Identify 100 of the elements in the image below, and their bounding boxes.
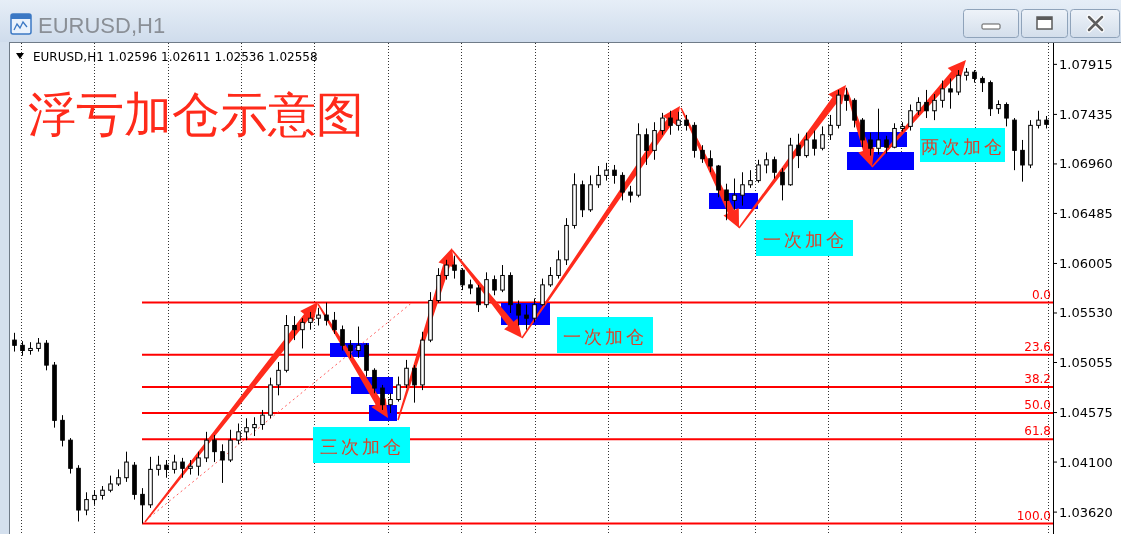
annotation: 三次加仓 <box>319 435 404 457</box>
candlestick <box>532 297 537 323</box>
candlestick <box>404 359 409 389</box>
candlestick <box>772 156 777 180</box>
candlestick <box>244 417 249 441</box>
candlestick <box>724 183 729 221</box>
candlestick <box>804 132 809 159</box>
candlestick <box>764 151 769 174</box>
candlestick <box>956 69 961 96</box>
annotation: 一次加仓 <box>563 325 647 347</box>
candlestick <box>660 112 665 136</box>
candlestick <box>500 264 505 293</box>
candlestick <box>180 457 185 479</box>
annotation: 61.8 <box>1024 424 1051 439</box>
candlestick <box>644 127 649 166</box>
candlestick <box>868 132 873 157</box>
candlestick <box>828 114 833 141</box>
candlestick <box>388 392 393 414</box>
candlestick <box>948 77 953 110</box>
y-tick-label: 1.06485 <box>1059 205 1113 221</box>
candlestick <box>540 278 545 307</box>
candlestick <box>324 302 329 327</box>
candlestick <box>12 332 17 353</box>
candlestick <box>124 451 129 483</box>
candlestick <box>620 171 625 201</box>
candlestick <box>196 451 201 477</box>
candlestick <box>396 376 401 403</box>
candlestick <box>740 171 745 207</box>
candlestick <box>876 108 881 156</box>
candlestick <box>852 97 857 128</box>
annotation: 23.6 <box>1024 339 1051 354</box>
y-tick-label: 1.04575 <box>1059 405 1113 421</box>
candlestick <box>236 423 241 445</box>
candlestick <box>444 259 449 281</box>
candlestick <box>492 274 497 296</box>
annotation: 0.0 <box>1031 287 1051 302</box>
candlestick <box>156 455 161 477</box>
text: EURUSD,H1 1.02596 1.02611 1.02536 1.02558 <box>33 50 318 64</box>
candlestick <box>612 164 617 185</box>
candlestick <box>1004 101 1009 127</box>
candlestick <box>796 133 801 169</box>
candlestick <box>228 429 233 463</box>
candlestick <box>524 304 529 331</box>
candlestick <box>84 491 89 516</box>
y-tick-label: 1.05530 <box>1059 305 1113 321</box>
candlestick <box>340 325 345 352</box>
candlestick <box>380 384 385 411</box>
candlestick <box>1020 139 1025 183</box>
candlestick <box>332 311 337 335</box>
candlestick <box>252 416 257 437</box>
y-tick-label: 1.07915 <box>1059 56 1113 72</box>
candlestick <box>204 431 209 463</box>
candlestick <box>756 159 761 184</box>
candlestick <box>260 409 265 431</box>
candlestick <box>276 361 281 396</box>
annotation: 50.0 <box>1024 398 1051 413</box>
text: EURUSD,H1 <box>38 13 166 38</box>
y-tick-label: 1.04100 <box>1059 454 1113 470</box>
annotation: 100.0 <box>1016 508 1051 523</box>
candlestick <box>716 164 721 198</box>
candlestick <box>140 487 145 525</box>
candlestick <box>932 93 937 121</box>
text: 浮亏加仓示意图 <box>28 86 364 142</box>
candlestick <box>44 339 49 371</box>
candlestick <box>292 315 297 341</box>
candlestick <box>556 249 561 280</box>
candlestick <box>548 266 553 288</box>
candlestick <box>212 434 217 463</box>
candlestick <box>652 121 657 161</box>
candlestick <box>820 125 825 151</box>
candlestick <box>676 111 681 132</box>
candlestick <box>516 299 521 327</box>
candlestick <box>908 104 913 132</box>
candlestick <box>860 117 865 148</box>
candlestick <box>300 317 305 349</box>
candlestick <box>924 89 929 119</box>
candlestick <box>844 87 849 112</box>
candlestick <box>940 80 945 109</box>
candlestick <box>708 149 713 173</box>
candlestick <box>172 454 177 475</box>
annotation: 一次加仓 <box>762 228 847 250</box>
candlestick <box>372 367 377 394</box>
y-tick-label: 1.05055 <box>1059 355 1113 371</box>
candlestick <box>732 178 737 211</box>
candlestick <box>596 165 601 189</box>
candlestick <box>412 364 417 404</box>
annotation: 两次加仓 <box>920 135 1005 157</box>
annotation: 38.2 <box>1024 372 1051 387</box>
candlestick <box>356 326 361 359</box>
candlestick <box>460 267 465 291</box>
candlestick <box>452 255 457 280</box>
candlestick <box>60 414 65 447</box>
candlestick <box>220 443 225 484</box>
candlestick <box>668 110 673 136</box>
candlestick <box>892 122 897 149</box>
y-tick-label: 1.06005 <box>1059 255 1113 271</box>
y-tick-label: 1.07435 <box>1059 106 1113 122</box>
y-tick-label: 1.06960 <box>1059 156 1113 172</box>
y-tick-label: 1.03620 <box>1059 504 1113 520</box>
candlestick <box>812 130 817 157</box>
